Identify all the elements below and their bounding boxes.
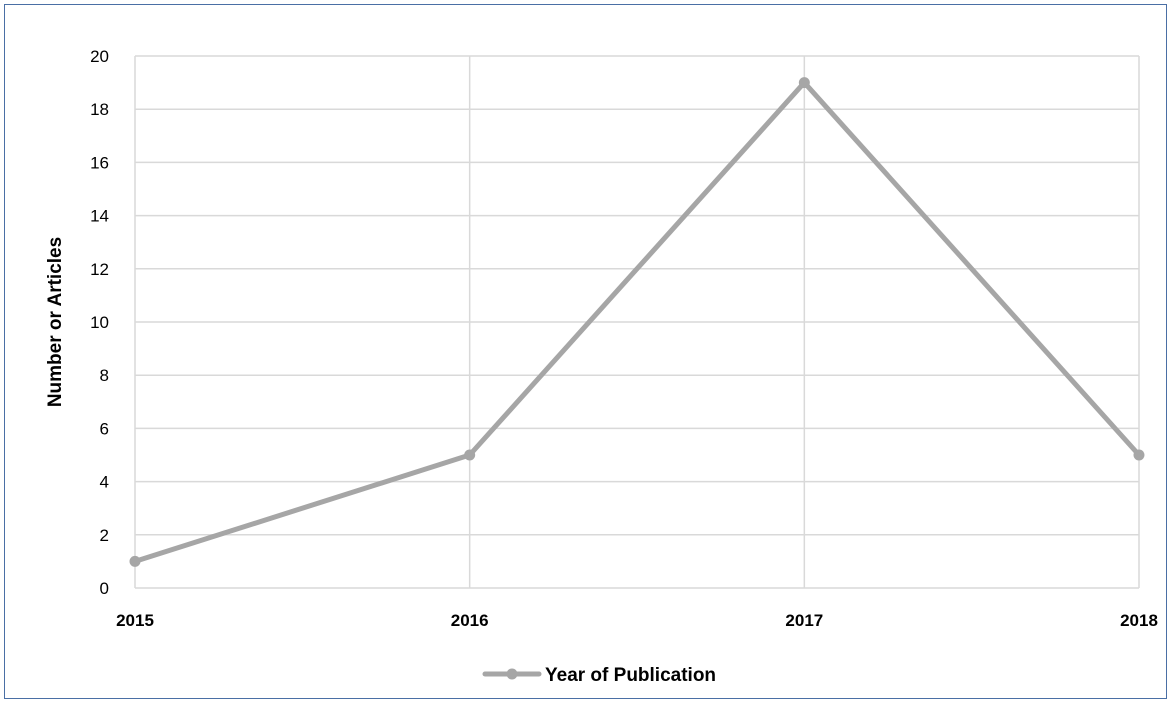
legend-marker — [506, 668, 518, 680]
y-tick-label: 8 — [100, 366, 109, 385]
y-tick-label: 0 — [100, 579, 109, 598]
x-axis-ticks: 2015 2016 2017 2018 — [116, 611, 1158, 630]
series-lines — [129, 77, 1145, 567]
y-tick-label: 14 — [90, 207, 109, 226]
line-chart: 0 2 4 6 8 10 12 14 16 18 20 2015 2016 2017 2018 Numbe… — [45, 47, 1158, 686]
y-tick-label: 20 — [90, 47, 109, 66]
x-tick-label: 2018 — [1120, 611, 1158, 630]
y-tick-label: 16 — [90, 153, 109, 172]
y-tick-label: 18 — [90, 100, 109, 119]
legend: Year of Publication — [482, 665, 716, 686]
series-line — [132, 80, 1142, 564]
x-tick-label: 2017 — [785, 611, 823, 630]
y-tick-label: 12 — [90, 260, 109, 279]
y-tick-label: 4 — [100, 473, 109, 492]
y-tick-label: 2 — [100, 526, 109, 545]
y-axis-title: Number or Articles — [45, 237, 66, 407]
y-tick-label: 10 — [90, 313, 109, 332]
legend-label: Year of Publication — [545, 665, 716, 686]
data-point — [129, 555, 141, 567]
y-axis-ticks: 0 2 4 6 8 10 12 14 16 18 20 — [90, 47, 109, 598]
x-tick-label: 2016 — [451, 611, 489, 630]
data-point — [798, 77, 810, 89]
gridlines — [134, 55, 1140, 589]
x-tick-label: 2015 — [116, 611, 154, 630]
chart-frame: 0 2 4 6 8 10 12 14 16 18 20 2015 2016 2017 2018 Numbe… — [4, 4, 1167, 699]
data-point — [464, 449, 476, 461]
y-tick-label: 6 — [100, 419, 109, 438]
data-point — [1133, 449, 1145, 461]
